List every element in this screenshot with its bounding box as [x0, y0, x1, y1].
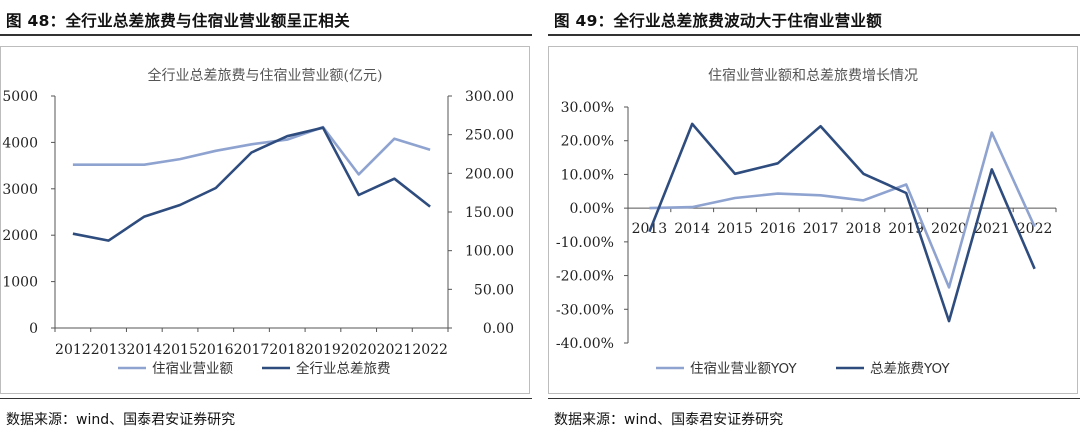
- y-tick-label: 0.00%: [570, 201, 614, 217]
- x-tick-label: 2017: [234, 342, 270, 358]
- y-left-tick-label: 1000: [2, 275, 38, 291]
- title-rule: [0, 34, 532, 36]
- figure-48-panel: 图 48：全行业总差旅费与住宿业营业额呈正相关 全行业总差旅费与住宿业营业额(亿…: [0, 0, 532, 435]
- legend-label: 总差旅费YOY: [870, 361, 950, 377]
- y-left-tick-label: 5000: [2, 89, 38, 105]
- legend-label: 住宿业营业额YOY: [690, 360, 797, 377]
- y-left-tick-label: 2000: [2, 228, 38, 244]
- x-tick-label: 2018: [846, 221, 882, 237]
- figure-49-panel: 图 49：全行业总差旅费波动大于住宿业营业额 住宿业营业额和总差旅费增长情况 30…: [548, 0, 1080, 435]
- y-right-tick-label: 150.00: [465, 205, 514, 221]
- chart-left: 全行业总差旅费与住宿业营业额(亿元) 0 1000 2000 3000 4000 5000 0…: [0, 46, 530, 394]
- source-note: 数据来源：wind、国泰君安证券研究: [6, 412, 236, 428]
- y-right-tick-label: 50.00: [474, 282, 514, 298]
- x-tick-label: 2015: [162, 342, 198, 358]
- y-right-tick-label: 300.00: [465, 89, 514, 105]
- x-tick-label: 2017: [803, 221, 839, 237]
- x-tick-label: 2018: [269, 342, 305, 358]
- y-tick-label: -30.00%: [556, 302, 614, 318]
- series-line-2: [648, 122, 1036, 323]
- y-tick-label: -10.00%: [556, 235, 614, 251]
- source-note: 数据来源：wind、国泰君安证券研究: [554, 412, 784, 428]
- x-tick-label: 2021: [974, 221, 1010, 237]
- y-tick-label: 30.00%: [561, 100, 614, 116]
- title-rule: [548, 34, 1080, 36]
- x-tick-label: 2020: [341, 342, 377, 358]
- x-tick-label: 2022: [412, 342, 448, 358]
- series-line-1: [72, 125, 431, 176]
- x-tick-label: 2012: [55, 342, 91, 358]
- chart-border: [0, 46, 530, 394]
- y-left-tick-label: 4000: [2, 135, 38, 151]
- chart-border: [548, 46, 1078, 394]
- legend-label: 住宿业营业额: [152, 360, 233, 377]
- chart-title: 全行业总差旅费与住宿业营业额(亿元): [148, 67, 383, 84]
- series-line-2: [72, 126, 431, 242]
- x-tick-label: 2019: [888, 221, 924, 237]
- chart-right: 住宿业营业额和总差旅费增长情况 30.00% 20.00% 10.00% 0.00% -1…: [548, 46, 1078, 394]
- y-right-tick-label: 250.00: [465, 128, 514, 144]
- y-left-tick-label: 0: [29, 321, 38, 337]
- y-tick-label: -20.00%: [556, 269, 614, 285]
- source-rule: [0, 398, 532, 399]
- x-tick-label: 2016: [760, 221, 796, 237]
- chart-title: 住宿业营业额和总差旅费增长情况: [708, 67, 918, 84]
- x-tick-label: 2021: [377, 342, 413, 358]
- figure-title: 图 49：全行业总差旅费波动大于住宿业营业额: [554, 12, 883, 30]
- y-tick-label: -40.00%: [556, 336, 614, 352]
- y-right-tick-label: 200.00: [465, 166, 514, 182]
- x-tick-label: 2015: [717, 221, 753, 237]
- source-rule: [548, 398, 1080, 399]
- x-tick-label: 2016: [198, 342, 234, 358]
- x-tick-label: 2013: [91, 342, 127, 358]
- x-tick-label: 2020: [931, 221, 967, 237]
- y-tick-label: 10.00%: [561, 167, 614, 183]
- figure-title: 图 48：全行业总差旅费与住宿业营业额呈正相关: [6, 12, 350, 30]
- y-right-tick-label: 100.00: [465, 244, 514, 260]
- x-tick-label: 2019: [305, 342, 341, 358]
- x-tick-label: 2022: [1017, 221, 1053, 237]
- y-right-tick-label: 0.00: [483, 321, 514, 337]
- x-tick-label: 2014: [126, 342, 162, 358]
- y-left-tick-label: 3000: [2, 182, 38, 198]
- x-tick-label: 2014: [674, 221, 710, 237]
- legend-label: 全行业总差旅费: [296, 360, 391, 377]
- y-tick-label: 20.00%: [561, 134, 614, 150]
- series-line-1: [649, 131, 1036, 289]
